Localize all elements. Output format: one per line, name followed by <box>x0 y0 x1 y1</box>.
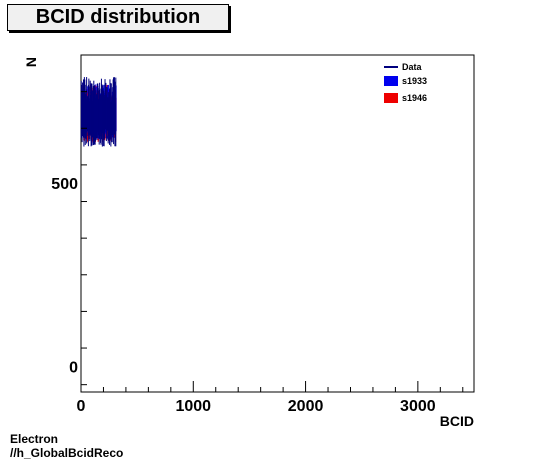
chart-title: BCID distribution <box>7 4 229 31</box>
footer-line-1: Electron <box>10 432 59 446</box>
y-tick-label: 500 <box>51 176 78 193</box>
x-axis-ticks: 0 1000 2000 3000 <box>77 381 464 415</box>
x-tick-label: 2000 <box>288 398 324 415</box>
histogram-bars <box>80 77 117 147</box>
legend: Data s1933 s1946 <box>384 62 427 103</box>
legend-swatch-s1946 <box>384 93 398 103</box>
y-axis-ticks: 0 500 <box>51 91 87 386</box>
plot-frame <box>80 54 475 393</box>
legend-label-s1933: s1933 <box>402 76 427 86</box>
y-axis-label: N <box>23 57 39 67</box>
x-tick-label: 0 <box>77 398 86 415</box>
y-tick-label: 0 <box>69 359 78 376</box>
legend-label-s1946: s1946 <box>402 93 427 103</box>
footer-line-2: //h_GlobalBcidReco <box>10 446 124 460</box>
x-axis-label: BCID <box>440 413 474 429</box>
legend-label-data: Data <box>402 62 423 72</box>
legend-swatch-s1933 <box>384 76 398 86</box>
x-tick-label: 3000 <box>400 398 436 415</box>
x-tick-label: 1000 <box>175 398 211 415</box>
